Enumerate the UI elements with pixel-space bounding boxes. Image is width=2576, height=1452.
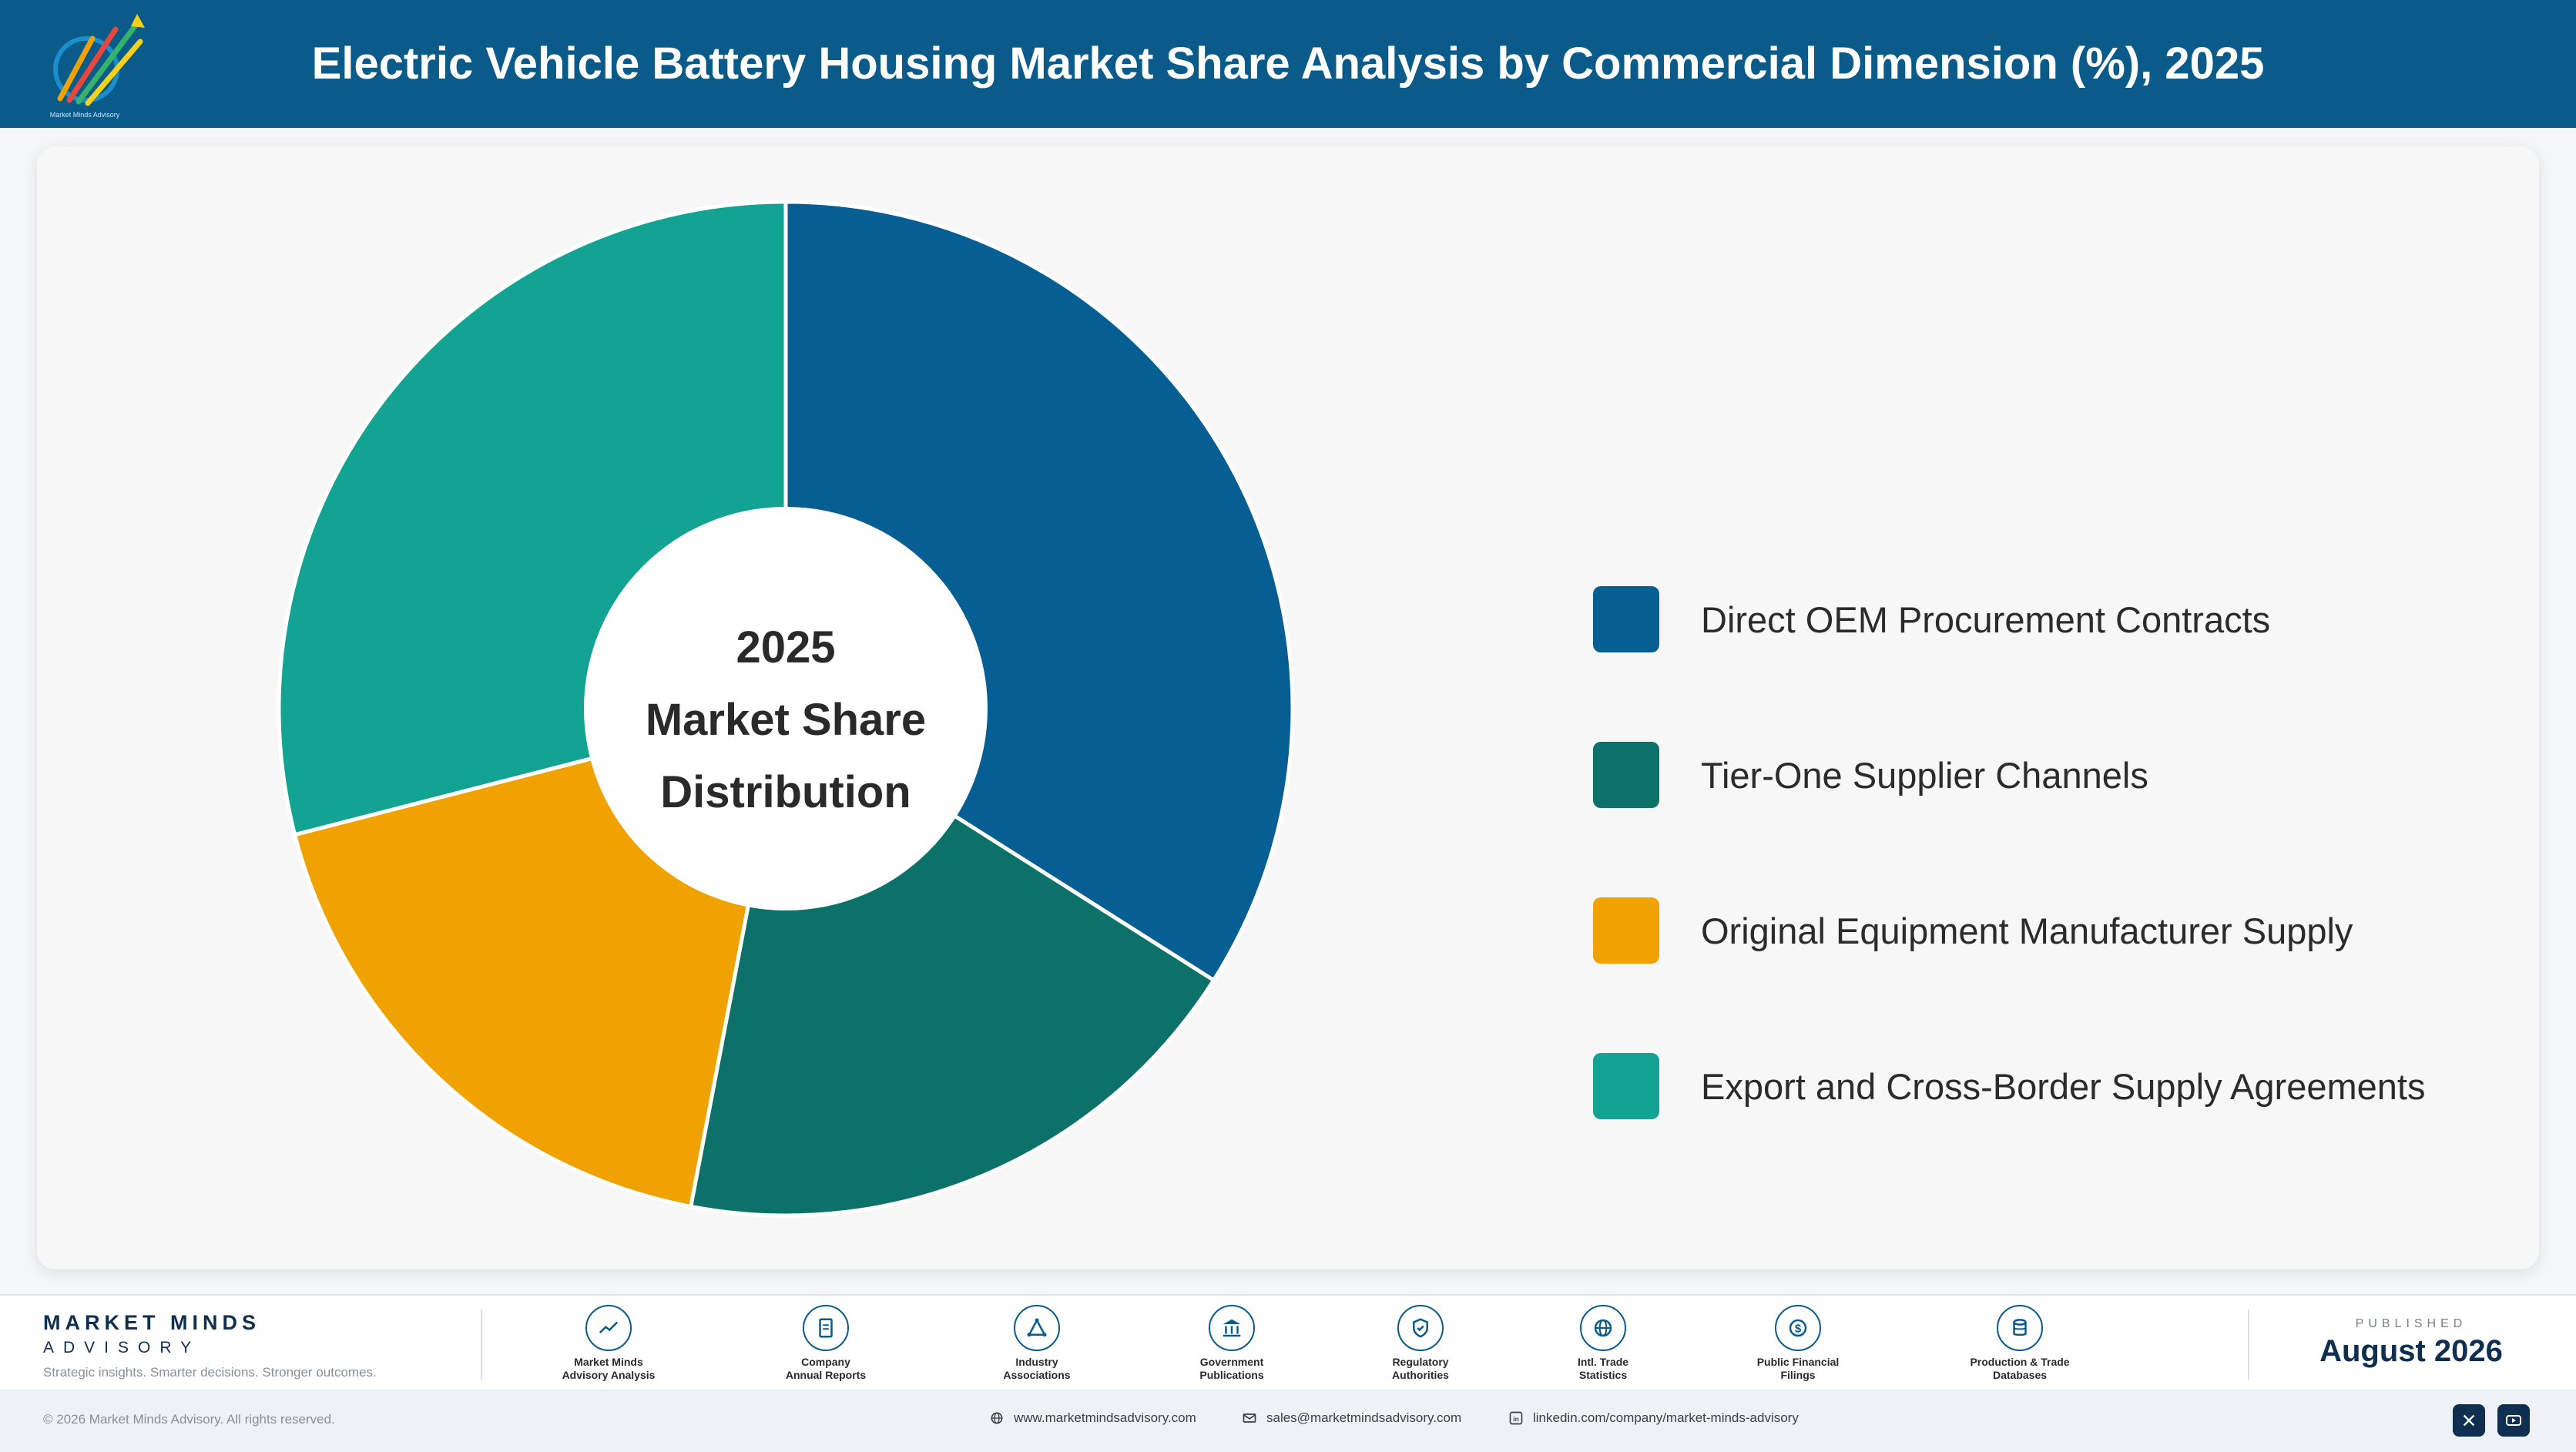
footer-divider	[2248, 1309, 2249, 1380]
youtube-social-button[interactable]	[2497, 1404, 2530, 1437]
source-label: Intl. Trade Statistics	[1577, 1356, 1629, 1381]
source-label: Production & Trade Databases	[1970, 1356, 2070, 1381]
svg-text:$: $	[1795, 1323, 1802, 1336]
legend-item: Export and Cross-Border Supply Agreement…	[1593, 1052, 2425, 1120]
source-label: Company Annual Reports	[785, 1356, 867, 1381]
center-text-line3: Distribution	[660, 767, 911, 817]
published-label: PUBLISHED	[2355, 1317, 2467, 1330]
shield-check-icon	[1397, 1305, 1444, 1351]
legend-swatch	[1593, 1053, 1659, 1119]
legend-swatch	[1593, 586, 1659, 652]
source-item: $ Public Financial Filings	[1713, 1305, 1883, 1382]
legend-label: Tier-One Supplier Channels	[1701, 754, 2148, 796]
database-icon	[1997, 1305, 2043, 1351]
legend-swatch	[1593, 742, 1659, 808]
linkedin-icon: in	[1509, 1411, 1523, 1425]
source-item: Intl. Trade Statistics	[1518, 1305, 1688, 1382]
trend-chart-icon	[585, 1305, 632, 1351]
email-text: sales@marketmindsadvisory.com	[1266, 1410, 1462, 1425]
source-item: Industry Associations	[952, 1305, 1122, 1382]
dollar-coin-icon: $	[1775, 1305, 1821, 1351]
mail-icon	[1243, 1413, 1256, 1423]
donut-chart: 2025 Market Share Distribution	[277, 200, 1295, 1218]
chart-card: 2025 Market Share Distribution Direct OE…	[37, 146, 2539, 1269]
website-text: www.marketmindsadvisory.com	[1014, 1410, 1196, 1425]
page-title: Electric Vehicle Battery Housing Market …	[311, 39, 2265, 89]
document-icon	[803, 1305, 849, 1351]
x-logo-icon	[2463, 1414, 2475, 1427]
youtube-icon	[2506, 1415, 2521, 1426]
market-minds-logo-icon: Market Minds Advisory	[50, 14, 145, 119]
website-link[interactable]: www.marketmindsadvisory.com	[989, 1410, 1196, 1426]
legend-label: Export and Cross-Border Supply Agreement…	[1701, 1065, 2426, 1107]
source-label: Public Financial Filings	[1756, 1356, 1840, 1381]
source-item: Production & Trade Databases	[1935, 1305, 2105, 1382]
chart-legend: Direct OEM Procurement Contracts Tier-On…	[1593, 585, 2425, 1208]
globe-icon	[1580, 1305, 1626, 1351]
brand-subtitle: ADVISORY	[43, 1339, 201, 1356]
source-item: Government Publications	[1147, 1305, 1317, 1382]
header-bar: Market Minds Advisory Electric Vehicle B…	[0, 0, 2576, 128]
source-list: Market Minds Advisory Analysis Company A…	[524, 1305, 2326, 1390]
copyright-text: © 2026 Market Minds Advisory. All rights…	[43, 1412, 335, 1427]
footer-divider	[481, 1309, 482, 1380]
legend-label: Original Equipment Manufacturer Supply	[1701, 910, 2353, 951]
center-text-line2: Market Share	[646, 695, 926, 745]
x-social-button[interactable]	[2453, 1404, 2485, 1437]
legend-swatch	[1593, 897, 1659, 964]
legend-item: Original Equipment Manufacturer Supply	[1593, 897, 2425, 964]
network-icon	[1014, 1305, 1060, 1351]
legend-item: Direct OEM Procurement Contracts	[1593, 585, 2425, 653]
svg-text:in: in	[1513, 1415, 1518, 1423]
source-item: Regulatory Authorities	[1336, 1305, 1505, 1382]
donut-hole	[584, 507, 988, 910]
bottom-bar: © 2026 Market Minds Advisory. All rights…	[0, 1390, 2576, 1452]
globe-icon	[991, 1412, 1003, 1424]
source-label: Market Minds Advisory Analysis	[562, 1356, 656, 1381]
published-date: August 2026	[2319, 1334, 2503, 1368]
brand-tagline: Strategic insights. Smarter decisions. S…	[43, 1365, 377, 1380]
source-label: Government Publications	[1199, 1356, 1264, 1381]
footer: MARKET MINDS ADVISORY Strategic insights…	[0, 1294, 2576, 1452]
linkedin-link[interactable]: in linkedin.com/company/market-minds-adv…	[1508, 1410, 1799, 1426]
source-item: Market Minds Advisory Analysis	[524, 1305, 693, 1382]
source-label: Industry Associations	[1003, 1356, 1071, 1381]
email-link[interactable]: sales@marketmindsadvisory.com	[1242, 1410, 1461, 1426]
linkedin-text: linkedin.com/company/market-minds-adviso…	[1533, 1410, 1799, 1425]
source-item: Company Annual Reports	[741, 1305, 911, 1382]
legend-item: Tier-One Supplier Channels	[1593, 741, 2425, 809]
government-building-icon	[1209, 1305, 1255, 1351]
brand-name: MARKET MINDS	[43, 1311, 260, 1334]
source-label: Regulatory Authorities	[1392, 1356, 1449, 1381]
svg-text:Market Minds Advisory: Market Minds Advisory	[50, 111, 120, 119]
center-text-year: 2025	[736, 622, 835, 672]
legend-label: Direct OEM Procurement Contracts	[1701, 599, 2271, 640]
